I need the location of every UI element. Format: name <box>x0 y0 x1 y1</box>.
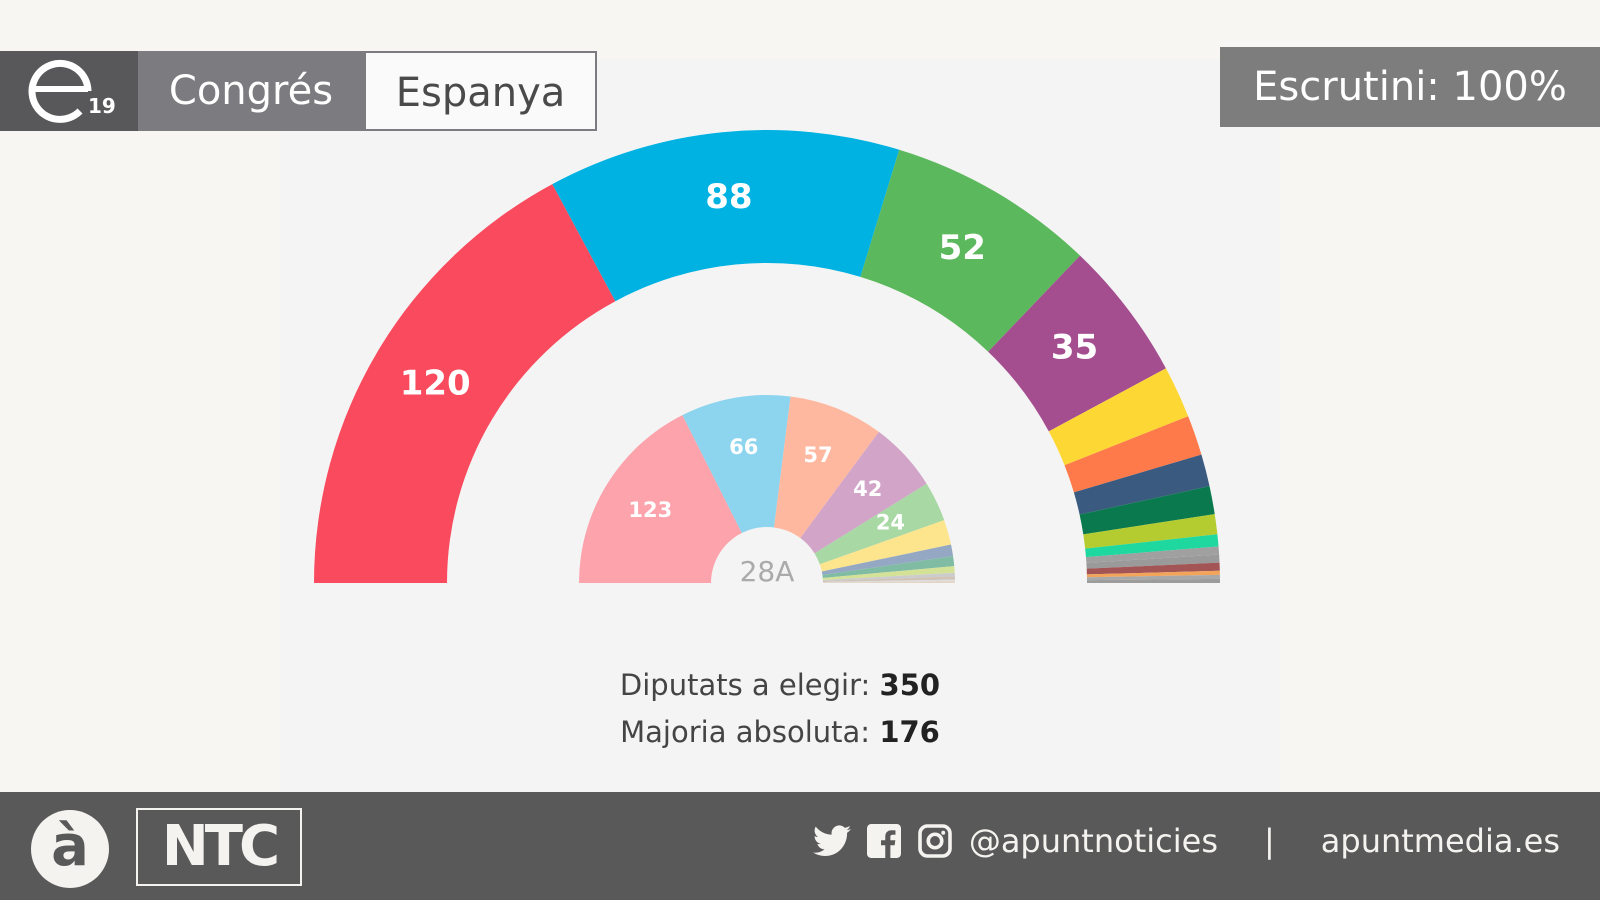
inner-segment <box>774 396 879 538</box>
inner-segment <box>579 415 742 583</box>
majority-label: Majoria absoluta: <box>620 715 871 749</box>
outer-seat-label: 88 <box>705 177 752 217</box>
inner-segment <box>800 431 927 554</box>
inner-segment <box>821 544 954 575</box>
seats-info: Diputats a elegir: 350 <box>280 668 1280 702</box>
chamber-tab[interactable]: Congrés <box>138 51 364 131</box>
seats-label: Diputats a elegir: <box>619 668 871 702</box>
outer-segment <box>1073 454 1210 515</box>
election-logo-icon: 19 <box>28 59 116 123</box>
facebook-icon[interactable] <box>866 824 901 858</box>
outer-segment <box>988 255 1166 432</box>
seats-value: 350 <box>879 668 941 702</box>
count-status: Escrutini: 100% <box>1220 47 1600 127</box>
inner-seat-label: 123 <box>628 498 672 522</box>
outer-segment <box>1086 562 1220 575</box>
outer-seat-label: 52 <box>939 228 986 268</box>
outer-segment <box>1086 574 1220 581</box>
inner-seat-label: 57 <box>803 443 832 467</box>
outer-segment <box>314 184 616 584</box>
footer: à NTC @apuntnoticies | apuntmedia.es <box>0 792 1600 900</box>
inner-segment <box>822 566 955 580</box>
inner-segment <box>814 483 945 565</box>
inner-segment <box>822 572 955 581</box>
majority-info: Majoria absoluta: 176 <box>280 715 1280 749</box>
inner-center-label: 28A <box>740 555 795 588</box>
outer-seat-label: 35 <box>1051 327 1098 367</box>
inner-segment <box>822 556 955 578</box>
outer-segment <box>1079 486 1215 535</box>
outer-segment <box>1086 578 1220 583</box>
social-handle[interactable]: @apuntnoticies <box>968 822 1218 860</box>
inner-seat-label: 66 <box>729 435 758 459</box>
outer-segment <box>1085 546 1220 563</box>
outer-segment <box>1083 514 1218 549</box>
svg-text:19: 19 <box>88 94 116 118</box>
inner-seat-label: 24 <box>876 511 905 535</box>
e19-logo: 19 <box>0 51 138 131</box>
outer-segment <box>1085 534 1219 558</box>
outer-segment <box>1048 368 1189 466</box>
outer-segment <box>1086 570 1220 578</box>
instagram-icon[interactable] <box>917 823 953 859</box>
inner-segment <box>819 520 952 572</box>
inner-segment <box>822 576 955 582</box>
outer-segment <box>860 149 1081 352</box>
inner-seat-label: 42 <box>853 477 882 501</box>
outer-segment <box>1064 416 1202 493</box>
inner-segment <box>822 579 955 583</box>
outer-segment <box>1086 554 1220 569</box>
outer-seat-label: 120 <box>400 363 471 403</box>
region-tab[interactable]: Espanya <box>364 51 597 131</box>
apunt-logo: à <box>31 810 109 888</box>
outer-segment <box>552 129 900 302</box>
separator: | <box>1263 822 1275 860</box>
website-link[interactable]: apuntmedia.es <box>1320 822 1560 860</box>
inner-segment <box>822 581 955 583</box>
inner-segment <box>682 394 791 533</box>
ntc-logo: NTC <box>136 808 302 886</box>
social-links: @apuntnoticies | apuntmedia.es <box>812 822 1560 860</box>
majority-value: 176 <box>879 715 940 749</box>
twitter-icon[interactable] <box>812 824 851 858</box>
